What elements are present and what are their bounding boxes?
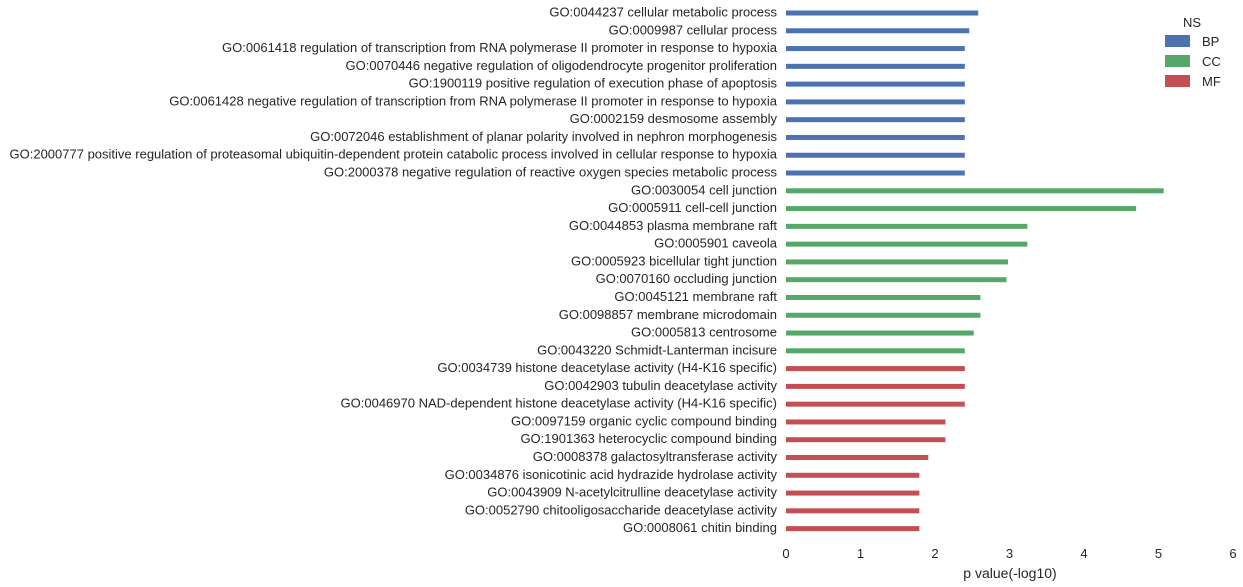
category-label: GO:0034876 isonicotinic acid hydrazide h… xyxy=(445,467,778,482)
x-tick-label: 3 xyxy=(1006,546,1013,561)
bar-cc xyxy=(786,348,965,354)
x-axis-ticks: 0 1 2 3 4 5 6 xyxy=(782,546,1236,561)
bar-cc xyxy=(786,223,1028,229)
x-tick-label: 6 xyxy=(1229,546,1236,561)
category-label: GO:0098857 membrane microdomain xyxy=(559,307,777,322)
category-label: GO:0052790 chitooligosaccharide deacetyl… xyxy=(465,502,778,517)
bar-bp xyxy=(786,134,965,140)
bar-mf xyxy=(786,455,929,460)
bar-bp xyxy=(786,99,965,105)
legend-items: BP CC MF xyxy=(1165,34,1221,89)
category-label: GO:0005901 caveola xyxy=(654,236,778,251)
category-label: GO:0097159 organic cyclic compound bindi… xyxy=(511,413,777,428)
bar-cc xyxy=(786,188,1164,194)
legend-label-bp: BP xyxy=(1202,34,1219,49)
bars-layer xyxy=(786,10,1164,532)
category-label: GO:0009987 cellular process xyxy=(609,22,778,37)
bar-bp xyxy=(786,117,965,123)
bar-cc xyxy=(786,241,1028,247)
legend: NS BP CC MF xyxy=(1165,15,1221,89)
x-tick-label: 2 xyxy=(931,546,938,561)
category-label: GO:0043909 N-acetylcitrulline deacetylas… xyxy=(487,485,777,500)
bar-mf xyxy=(786,490,920,496)
legend-title: NS xyxy=(1183,15,1201,30)
legend-swatch-mf xyxy=(1165,75,1190,87)
bar-mf xyxy=(786,508,920,514)
category-label: GO:0070160 occluding junction xyxy=(596,271,777,286)
bar-mf xyxy=(786,526,920,532)
bar-cc xyxy=(786,206,1137,212)
category-label: GO:0005923 bicellular tight junction xyxy=(571,253,777,268)
bar-mf xyxy=(786,366,965,372)
category-label: GO:0045121 membrane raft xyxy=(614,289,777,304)
bar-bp xyxy=(786,46,965,52)
x-tick-label: 4 xyxy=(1080,546,1087,561)
bar-bp xyxy=(786,28,970,34)
category-label: GO:0002159 desmosome assembly xyxy=(570,111,778,126)
bar-bp xyxy=(786,152,965,158)
x-axis-title: p value(-log10) xyxy=(963,565,1056,581)
bar-bp xyxy=(786,10,979,16)
category-labels-layer: GO:0044237 cellular metabolic process GO:… xyxy=(10,5,778,536)
category-label: GO:0061428 negative regulation of transc… xyxy=(169,93,777,108)
bar-cc xyxy=(786,277,1007,283)
bar-mf xyxy=(786,437,946,443)
category-label: GO:0008378 galactosyltransferase activit… xyxy=(533,449,778,464)
bar-cc xyxy=(786,259,1009,265)
legend-swatch-cc xyxy=(1165,55,1190,67)
category-label: GO:0042903 tubulin deacetylase activity xyxy=(544,378,777,393)
category-label: GO:0061418 regulation of transcription f… xyxy=(222,40,778,55)
category-label: GO:1900119 positive regulation of execut… xyxy=(409,76,778,91)
x-tick-label: 5 xyxy=(1155,546,1162,561)
bar-bp xyxy=(786,170,965,176)
category-label: GO:0044853 plasma membrane raft xyxy=(569,218,777,233)
bar-cc xyxy=(786,330,974,336)
category-label: GO:0044237 cellular metabolic process xyxy=(549,5,777,20)
x-tick-label: 0 xyxy=(782,546,789,561)
bar-mf xyxy=(786,383,965,389)
category-label: GO:2000378 negative regulation of reacti… xyxy=(324,165,778,180)
bar-bp xyxy=(786,81,965,87)
category-label: GO:0070446 negative regulation of oligod… xyxy=(346,58,777,73)
bar-mf xyxy=(786,472,920,478)
category-label: GO:0005911 cell-cell junction xyxy=(608,200,777,215)
legend-label-cc: CC xyxy=(1202,54,1221,69)
category-label: GO:0046970 NAD-dependent histone deacety… xyxy=(341,396,777,411)
bar-mf xyxy=(786,419,946,425)
bar-mf xyxy=(786,401,965,407)
category-label: GO:0008061 chitin binding xyxy=(623,520,777,535)
x-tick-label: 1 xyxy=(857,546,864,561)
legend-label-mf: MF xyxy=(1202,74,1221,89)
legend-swatch-bp xyxy=(1165,35,1190,47)
category-label: GO:0072046 establishment of planar polar… xyxy=(310,129,777,144)
category-label: GO:0005813 centrosome xyxy=(631,325,777,340)
bar-cc xyxy=(786,294,981,300)
bar-bp xyxy=(786,63,965,69)
bar-cc xyxy=(786,312,981,318)
category-label: GO:0043220 Schmidt-Lanterman incisure xyxy=(537,342,777,357)
category-label: GO:0030054 cell junction xyxy=(631,182,777,197)
category-label: GO:2000777 positive regulation of protea… xyxy=(10,147,778,162)
category-label: GO:1901363 heterocyclic compound binding xyxy=(520,431,777,446)
category-label: GO:0034739 histone deacetylase activity … xyxy=(437,360,777,375)
